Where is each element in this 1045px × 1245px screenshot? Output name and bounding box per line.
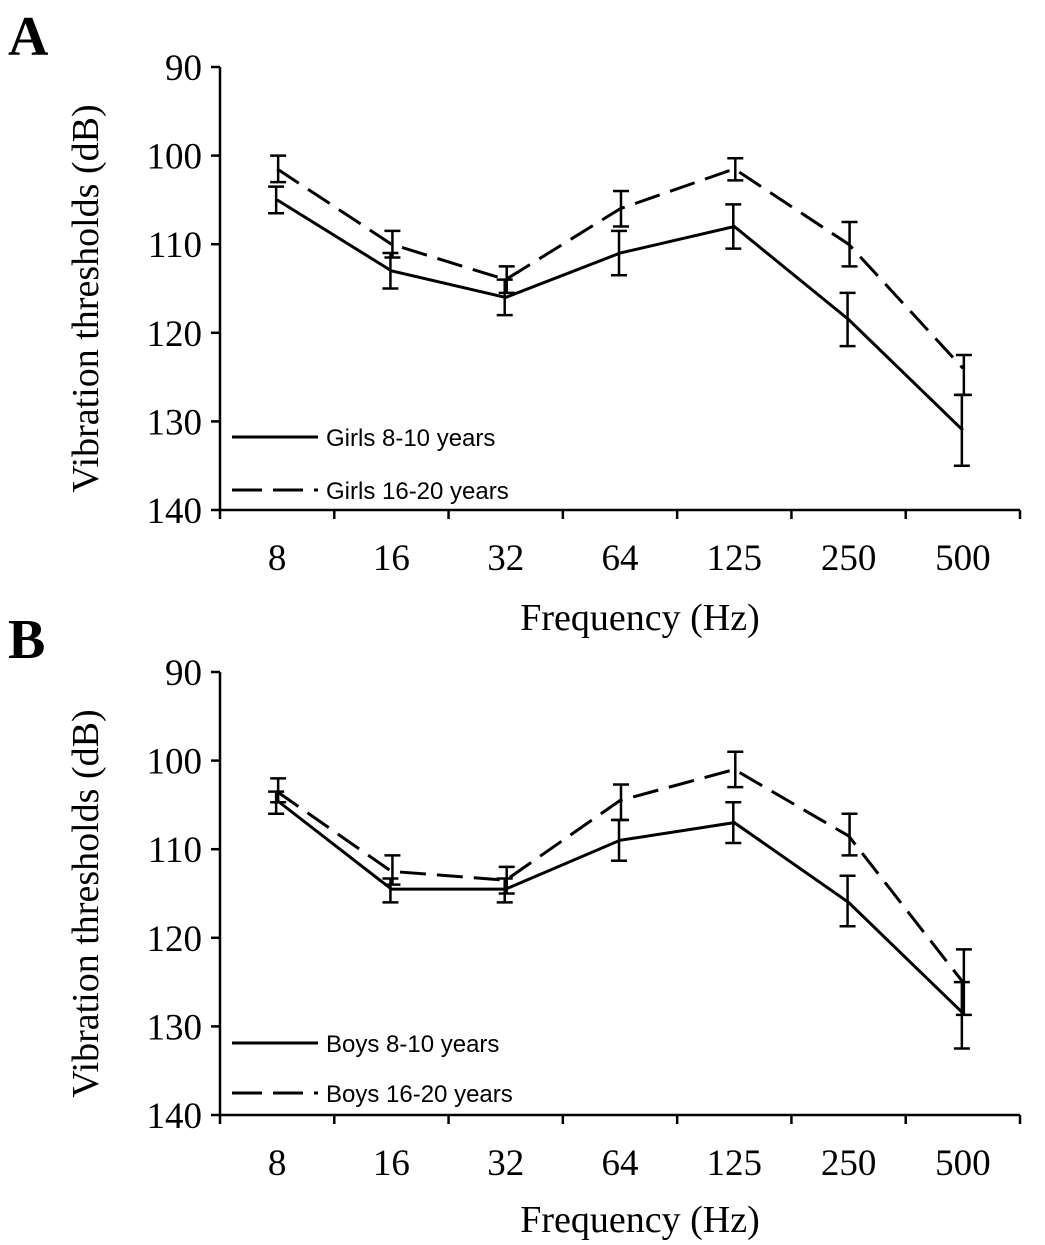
legend-label: Girls 16-20 years — [326, 478, 509, 505]
chart-panel-b: B 90 100 110 120 130 140 8 16 32 64 125 250 500 Freque… — [8, 609, 1022, 1241]
error-bar — [955, 948, 972, 1017]
x-tick-label: 16 — [373, 538, 410, 579]
chart-panel-a: A 90 100 110 120 130 140 8 16 32 64 125 250 500 Freque… — [8, 6, 1022, 639]
x-tick-label: 16 — [373, 1143, 410, 1184]
y-tick-label: 90 — [165, 48, 202, 89]
y-tick-label: 110 — [148, 830, 202, 871]
error-bar — [611, 229, 627, 277]
legend-label: Girls 8-10 years — [326, 425, 495, 452]
series-dashed — [270, 154, 972, 397]
error-bar — [725, 203, 742, 250]
series-solid — [268, 185, 970, 467]
x-tick-label: 32 — [487, 1143, 524, 1184]
series-dashed — [270, 750, 972, 1017]
error-bar — [727, 750, 744, 789]
panel-label: A — [8, 6, 49, 68]
x-tick-label: 8 — [268, 1143, 287, 1184]
y-tick-label: 130 — [147, 1007, 203, 1048]
error-bar — [268, 185, 285, 215]
error-bar — [496, 278, 513, 317]
y-tick-label: 90 — [165, 653, 202, 694]
error-bar — [839, 874, 856, 928]
legend-label: Boys 8-10 years — [326, 1031, 499, 1058]
x-tick-label: 125 — [707, 1143, 763, 1184]
error-bar — [384, 229, 401, 259]
x-axis-title: Frequency (Hz) — [520, 1199, 760, 1241]
x-tick-label: 500 — [935, 538, 991, 579]
error-bar — [839, 291, 856, 348]
legend-entry: Girls 16-20 years — [232, 478, 509, 505]
error-bar — [382, 251, 399, 290]
x-tick-label: 64 — [602, 1143, 639, 1184]
error-bar — [384, 854, 401, 886]
error-bar — [727, 157, 744, 182]
y-axis-title: Vibration thresholds (dB) — [65, 104, 107, 492]
y-tick-label: 140 — [147, 491, 203, 532]
y-tick-label: 100 — [147, 742, 203, 783]
y-tick-label: 120 — [147, 314, 203, 355]
y-tick-label: 110 — [148, 225, 202, 266]
y-tick-label: 130 — [147, 402, 203, 443]
y-tick-label: 100 — [147, 137, 203, 178]
x-tick-label: 250 — [821, 1143, 877, 1184]
x-tick-label: 125 — [707, 538, 763, 579]
error-bar — [953, 393, 970, 467]
legend-entry: Boys 16-20 years — [232, 1081, 513, 1108]
x-tick-label: 32 — [487, 538, 524, 579]
x-axis-title: Frequency (Hz) — [520, 597, 760, 639]
y-tick-label: 140 — [147, 1096, 203, 1137]
error-bar — [382, 877, 399, 904]
error-bar — [955, 353, 972, 397]
error-bar — [841, 220, 858, 268]
legend-entry: Girls 8-10 years — [232, 425, 495, 452]
x-tick-label: 250 — [821, 538, 877, 579]
error-bar — [498, 865, 515, 895]
x-tick-label: 8 — [268, 538, 287, 579]
error-bar — [270, 154, 287, 184]
error-bar — [725, 800, 742, 845]
legend-label: Boys 16-20 years — [326, 1081, 513, 1108]
error-bar — [613, 783, 629, 822]
legend-entry: Boys 8-10 years — [232, 1031, 499, 1058]
y-tick-label: 120 — [147, 919, 203, 960]
series-solid — [268, 790, 970, 1050]
error-bar — [841, 812, 858, 857]
y-axis-title: Vibration thresholds (dB) — [65, 709, 107, 1097]
error-bar — [270, 777, 287, 804]
x-tick-label: 500 — [935, 1143, 991, 1184]
error-bar — [498, 265, 515, 295]
error-bar — [613, 189, 629, 228]
x-tick-label: 64 — [602, 538, 639, 579]
panel-label: B — [8, 609, 45, 671]
